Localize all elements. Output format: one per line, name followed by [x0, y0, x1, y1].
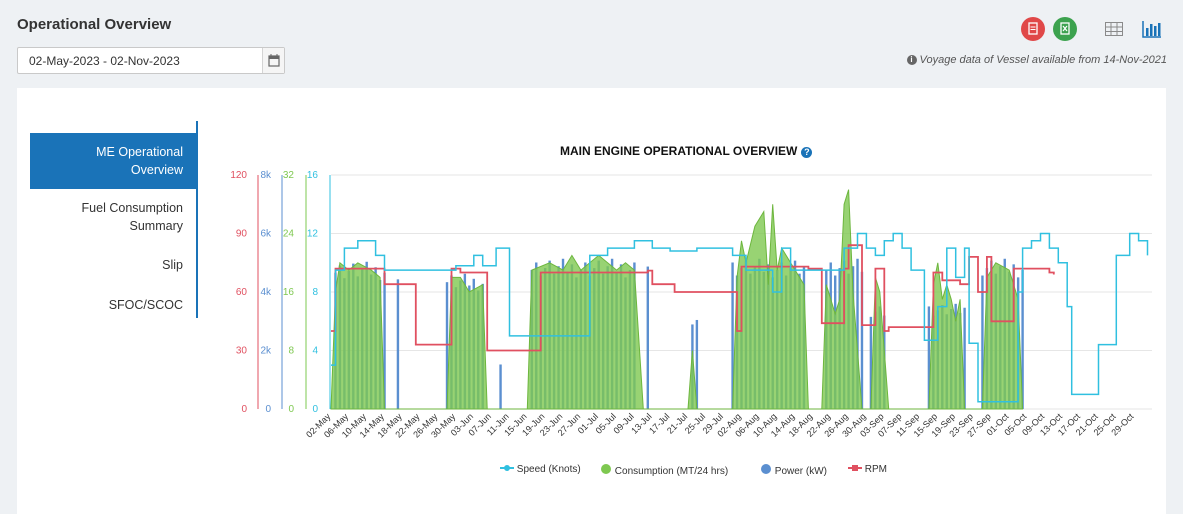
- y-tick-label: 24: [283, 229, 295, 240]
- tab-me-operational-overview[interactable]: ME Operational Overview: [30, 133, 196, 189]
- power-bar: [445, 282, 449, 409]
- legend-rpm[interactable]: RPM: [848, 464, 887, 475]
- power-bar: [383, 272, 386, 409]
- help-icon[interactable]: ?: [801, 147, 813, 158]
- power-bar: [499, 364, 502, 409]
- power-bar: [646, 266, 649, 409]
- y-tick-label: 0: [312, 404, 318, 415]
- y-tick-label: 6k: [260, 229, 272, 240]
- y-tick-label: 16: [283, 287, 295, 298]
- power-bar: [981, 275, 984, 409]
- legend-rpm-marker: [848, 465, 862, 471]
- power-bar: [869, 316, 873, 409]
- y-tick-label: 0: [288, 404, 294, 415]
- y-tick-label: 8: [288, 346, 294, 357]
- legend-consumption-marker: [601, 464, 611, 474]
- tab-fuel-consumption-summary[interactable]: Fuel Consumption Summary: [81, 201, 183, 233]
- y-tick-label: 32: [283, 170, 295, 181]
- y-tick-label: 4: [312, 346, 318, 357]
- chart-view-icon[interactable]: [1142, 20, 1162, 38]
- tab-slip[interactable]: Slip: [162, 258, 183, 272]
- calendar-icon[interactable]: [262, 48, 284, 73]
- y-tick-label: 2k: [260, 346, 272, 357]
- y-tick-label: 90: [236, 229, 248, 240]
- y-tick-label: 8k: [260, 170, 272, 181]
- legend-power-marker: [761, 464, 771, 474]
- legend-consumption[interactable]: Consumption (MT/24 hrs): [600, 464, 728, 477]
- y-tick-label: 8: [312, 287, 318, 298]
- chart-title: MAIN ENGINE OPERATIONAL OVERVIEW?: [560, 144, 813, 158]
- power-bar: [963, 307, 966, 409]
- consumption-area: [330, 189, 1024, 410]
- table-view-icon[interactable]: [1105, 22, 1123, 36]
- y-tick-label: 0: [241, 404, 247, 415]
- y-tick-label: 12: [307, 229, 319, 240]
- power-bar: [1021, 269, 1024, 409]
- power-bar: [856, 258, 859, 409]
- y-tick-label: 0: [265, 404, 271, 415]
- power-bar: [695, 319, 699, 409]
- legend-speed[interactable]: Speed (Knots): [500, 464, 581, 475]
- side-tabs: ME Operational Overview Fuel Consumption…: [30, 121, 198, 318]
- tab-sfoc-scoc[interactable]: SFOC/SCOC: [108, 298, 183, 312]
- voyage-data-notice: i Voyage data of Vessel available from 14…: [906, 54, 1167, 66]
- page-title: Operational Overview: [17, 16, 172, 33]
- y-tick-label: 120: [230, 170, 247, 181]
- legend-power[interactable]: Power (kW): [760, 464, 827, 477]
- y-tick-label: 16: [307, 170, 319, 181]
- power-bar: [860, 271, 864, 409]
- power-bar: [396, 279, 400, 409]
- rpm-line: [331, 244, 1055, 352]
- pdf-export-icon[interactable]: [1021, 17, 1045, 41]
- excel-export-icon[interactable]: [1053, 17, 1077, 41]
- speed-line: [331, 232, 1149, 403]
- power-bar: [927, 306, 931, 409]
- power-bar: [731, 262, 734, 409]
- y-tick-label: 60: [236, 287, 248, 298]
- y-tick-label: 30: [236, 346, 248, 357]
- date-range-picker[interactable]: 02-May-2023 - 02-Nov-2023: [17, 47, 285, 74]
- date-range-value: 02-May-2023 - 02-Nov-2023: [29, 54, 180, 68]
- y-tick-label: 4k: [260, 287, 272, 298]
- info-icon: i: [906, 55, 917, 65]
- legend-speed-marker: [500, 465, 514, 471]
